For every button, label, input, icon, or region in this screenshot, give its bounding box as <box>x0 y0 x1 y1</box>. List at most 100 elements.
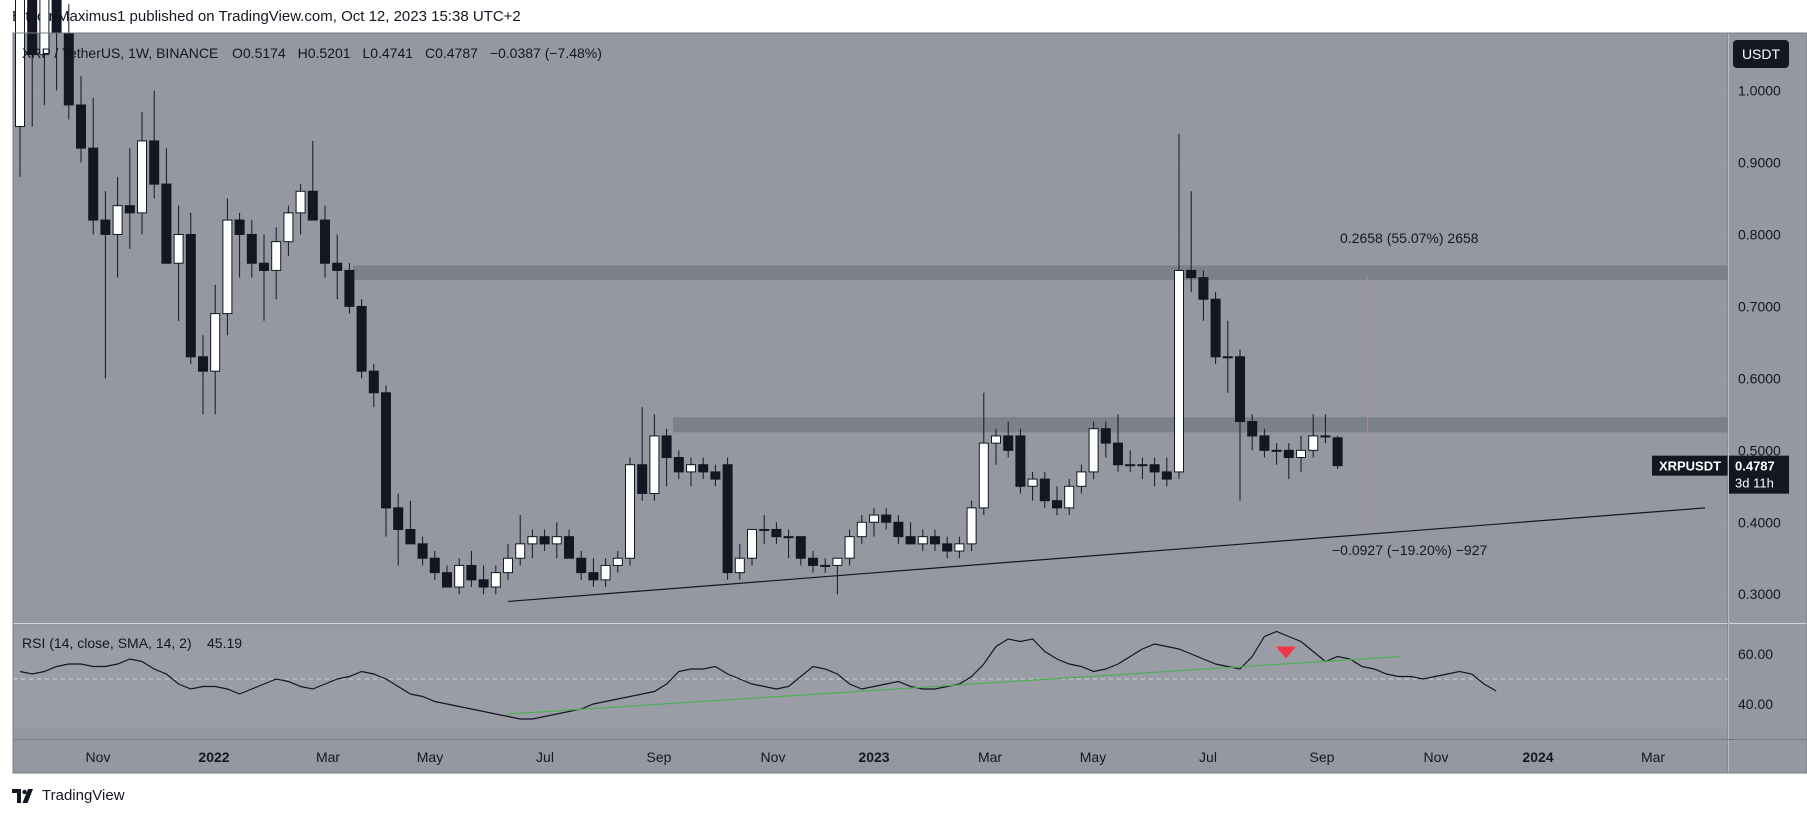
time-tick-label: Mar <box>1641 749 1665 765</box>
bear-candle-body <box>1052 500 1062 509</box>
bear-candle-body <box>661 435 672 459</box>
candle <box>1015 428 1026 494</box>
bear-candle-body <box>1015 435 1026 487</box>
bull-candle-body <box>1125 464 1136 467</box>
candle <box>991 428 1001 465</box>
currency-button[interactable]: USDT <box>1733 40 1789 68</box>
candle <box>625 457 635 566</box>
bear-candle-body <box>808 557 818 566</box>
candle <box>1247 414 1258 451</box>
rsi-line <box>19 630 1497 720</box>
time-tick-label: Nov <box>86 749 111 765</box>
open-value: 0.5174 <box>243 45 286 61</box>
candle <box>259 234 269 321</box>
candle <box>551 522 562 559</box>
rsi-grid <box>13 629 1728 729</box>
bull-candle-body <box>649 435 660 494</box>
candle <box>320 205 330 278</box>
candle <box>1076 464 1087 494</box>
bear-candle-body <box>588 572 599 581</box>
bear-candle-body <box>368 370 379 394</box>
currency-button-label[interactable]: USDT <box>1742 46 1781 62</box>
bull-candle-body <box>600 564 611 581</box>
price-tick-label: 0.3000 <box>1738 586 1781 602</box>
bull-candle-body <box>832 557 843 566</box>
bear-candle-body <box>1003 435 1014 451</box>
candle <box>100 191 111 379</box>
price-axis[interactable]: 1.0000 0.9000 0.8000 0.7000 0.6000 0.5000 0.40… <box>1729 33 1807 773</box>
bear-candle-body <box>881 514 892 523</box>
bear-candle-body <box>1235 356 1245 423</box>
candle <box>588 558 599 588</box>
candle <box>356 299 367 379</box>
bull-candle-body <box>734 557 745 574</box>
close-value: 0.4787 <box>435 45 478 61</box>
candle <box>1174 133 1184 480</box>
candle <box>869 507 879 537</box>
bear-candle-body <box>332 262 343 271</box>
candle <box>15 0 25 177</box>
time-tick-label: 2024 <box>1522 749 1553 765</box>
time-axis[interactable]: Nov 2022 Mar May Jul Sep Nov 2023 Mar May Jul Sep No… <box>13 740 1728 773</box>
bear-candle-body <box>27 0 38 56</box>
candle <box>368 363 379 408</box>
bear-candle-body <box>63 32 74 106</box>
bull-candle-body <box>954 543 965 552</box>
resistance-zone <box>673 417 1728 433</box>
candle <box>747 528 757 566</box>
rsi-value: 45.19 <box>207 635 242 651</box>
bear-candle-body <box>393 507 404 530</box>
ascending-support-line <box>507 507 1706 603</box>
publisher-header: BitcoinMaximus1 published on TradingView… <box>12 8 521 25</box>
candle <box>39 0 50 105</box>
bear-candle-body <box>259 262 269 271</box>
tradingview-logo-icon <box>12 788 33 803</box>
tradingview-brand[interactable]: TradingView <box>12 787 125 804</box>
bull-candle-body <box>820 564 831 567</box>
candle <box>210 284 221 415</box>
bear-candle-body <box>771 528 782 538</box>
bull-candle-body <box>1076 471 1087 487</box>
bull-candle-body <box>856 521 867 538</box>
bear-candle-body <box>246 233 257 264</box>
candle <box>417 536 428 566</box>
bear-candle-body <box>198 356 208 372</box>
symbol-label: XRPUSDT <box>1659 459 1721 474</box>
bull-candle-body <box>1222 356 1233 359</box>
candle <box>893 515 904 544</box>
candle <box>478 565 489 595</box>
candle <box>698 457 709 480</box>
candle <box>637 407 648 501</box>
candle <box>503 543 513 580</box>
bear-candle-body <box>405 528 416 545</box>
bear-candle-body <box>576 557 587 574</box>
candle <box>686 457 696 487</box>
candle <box>1222 320 1233 393</box>
candle <box>307 140 318 221</box>
price-label: 0.4787 <box>1735 459 1775 474</box>
candle <box>1125 450 1136 472</box>
time-tick-label: May <box>417 749 443 765</box>
candle <box>771 522 782 544</box>
candle <box>1235 349 1245 501</box>
candle <box>137 112 147 235</box>
last-price-label: XRPUSDT 0.4787 3d 11h <box>1652 455 1789 494</box>
bear-candle-body <box>161 183 172 264</box>
rsi-title: RSI (14, close, SMA, 14, 2) <box>22 635 192 651</box>
candle <box>539 529 550 552</box>
bear-candle-body <box>76 104 86 149</box>
candle <box>88 97 99 235</box>
bull-candle-body <box>503 557 513 574</box>
candle <box>173 205 184 321</box>
candle <box>808 551 818 573</box>
price-tick-label: 0.8000 <box>1738 226 1781 242</box>
candle <box>405 500 416 545</box>
candle <box>759 515 770 544</box>
bull-candle-body <box>490 572 501 588</box>
currency-button-bg[interactable] <box>1733 40 1789 68</box>
bear-candle-body <box>381 392 391 509</box>
rsi-axis[interactable]: 60.00 40.00 <box>1738 646 1773 712</box>
bear-candle-body <box>149 140 160 185</box>
resistance-zone <box>353 265 1728 280</box>
